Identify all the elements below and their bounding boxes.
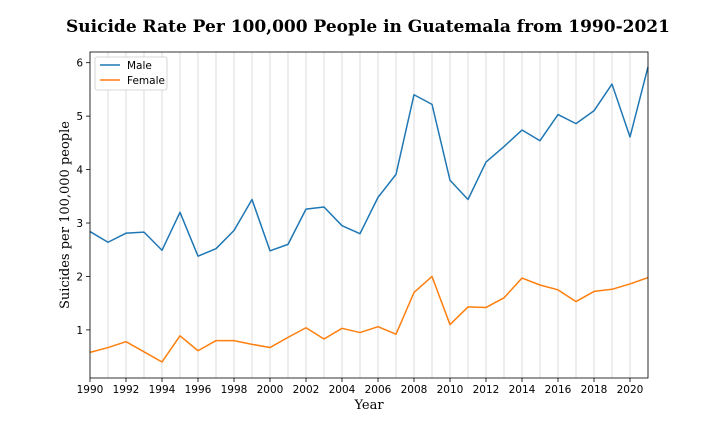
- x-axis-label: Year: [353, 398, 384, 413]
- x-tick-label: 2006: [365, 384, 392, 396]
- x-tick-label: 2012: [473, 384, 500, 396]
- series-line-male: [89, 66, 649, 257]
- y-tick-label: 3: [76, 218, 83, 230]
- x-tick-label: 2004: [329, 384, 356, 396]
- series-layer: [89, 66, 649, 363]
- plot-frame: [89, 51, 649, 379]
- y-axis: 1 2 3 4 5 6: [76, 58, 90, 337]
- legend: Male Female: [94, 56, 168, 91]
- x-tick-label: 1994: [149, 384, 176, 396]
- y-tick-label: 1: [76, 325, 83, 337]
- x-tick-label: 2008: [401, 384, 428, 396]
- x-tick-label: 2000: [257, 384, 284, 396]
- x-tick-label: 2018: [581, 384, 608, 396]
- x-tick-label: 1996: [185, 384, 212, 396]
- y-tick-label: 5: [76, 111, 83, 123]
- series-line-female: [89, 275, 649, 363]
- x-tick-label: 1990: [77, 384, 104, 396]
- y-tick-label: 4: [76, 165, 83, 177]
- x-tick-label: 2010: [437, 384, 464, 396]
- x-tick-label: 2016: [545, 384, 572, 396]
- y-tick-label: 6: [76, 58, 83, 70]
- x-tick-label: 2020: [617, 384, 644, 396]
- grid-lines: [89, 52, 649, 378]
- x-tick-label: 1998: [221, 384, 248, 396]
- x-tick-label: 1992: [113, 384, 140, 396]
- y-axis-label: Suicides per 100,000 people: [58, 121, 73, 309]
- x-tick-label: 2002: [293, 384, 320, 396]
- legend-label-female: Female: [127, 75, 165, 87]
- x-tick-label: 2014: [509, 384, 536, 396]
- chart-title: Suicide Rate Per 100,000 People in Guate…: [66, 17, 670, 37]
- x-axis: 1990 1992 1994 1996 1998 2000 2002 2004 2006 2008…: [77, 378, 644, 396]
- y-tick-label: 2: [76, 271, 83, 283]
- legend-label-male: Male: [127, 60, 152, 72]
